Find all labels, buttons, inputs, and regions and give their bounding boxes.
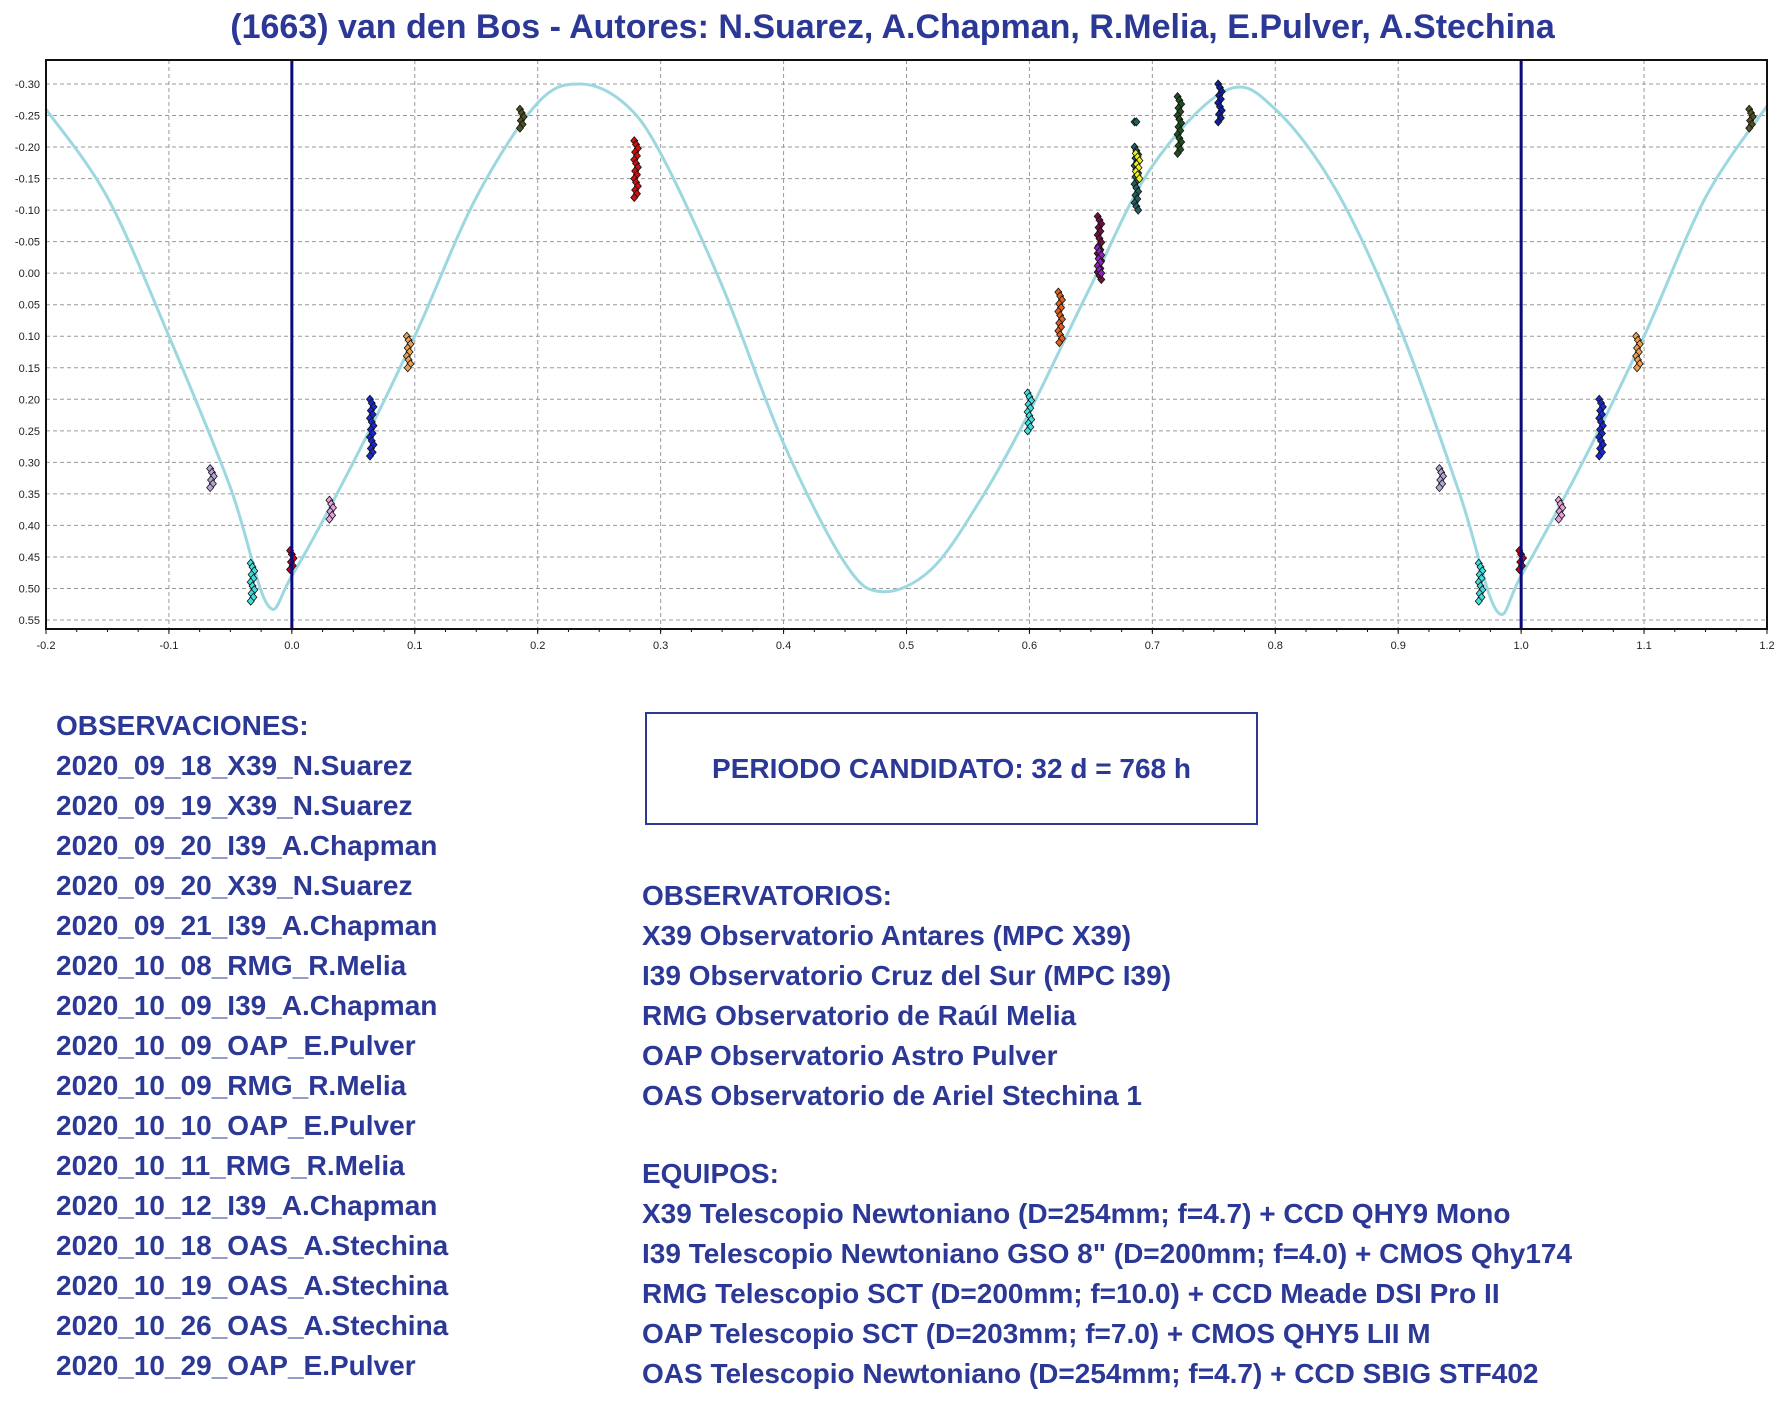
- observacion-item: 2020_10_09_I39_A.Chapman: [56, 990, 438, 1021]
- x-tick-label: 0.0: [284, 640, 299, 652]
- x-tick-label: 0.5: [899, 640, 914, 652]
- observaciones-list: OBSERVACIONES: 2020_09_18_X39_N.Suarez 20…: [56, 706, 448, 1386]
- x-tick-label: 0.7: [1145, 640, 1160, 652]
- data-point: [1135, 173, 1144, 184]
- y-tick-label: 0.35: [19, 489, 40, 501]
- periodo-box: PERIODO CANDIDATO: 32 d = 768 h: [645, 712, 1258, 825]
- x-tick-label: 1.2: [1759, 640, 1774, 652]
- equipo-item: I39 Telescopio Newtoniano GSO 8" (D=200m…: [642, 1238, 1573, 1269]
- phase-lines: [290, 60, 1523, 629]
- data-points: [206, 79, 1757, 606]
- data-point: [1097, 268, 1106, 278]
- observacion-item: 2020_10_12_I39_A.Chapman: [56, 1190, 438, 1221]
- grid: [46, 60, 1767, 629]
- x-tick-label: 0.9: [1391, 640, 1406, 652]
- observacion-item: 2020_09_21_I39_A.Chapman: [56, 910, 438, 941]
- observatorio-item: X39 Observatorio Antares (MPC X39): [642, 920, 1132, 951]
- y-tick-label: -0.30: [15, 79, 40, 91]
- data-point: [246, 596, 255, 606]
- data-point: [365, 451, 374, 461]
- fit-curve-layer: [44, 82, 1769, 617]
- data-point: [1745, 123, 1754, 133]
- observatorio-item: I39 Observatorio Cruz del Sur (MPC I39): [642, 960, 1172, 991]
- x-tick-label: 1.1: [1636, 640, 1651, 652]
- y-tick-label: 0.25: [19, 426, 40, 438]
- y-tick-label: 0.55: [19, 615, 40, 627]
- y-tick-label: -0.05: [15, 237, 40, 249]
- observacion-item: 2020_10_29_OAP_E.Pulver: [56, 1350, 416, 1381]
- equipo-item: RMG Telescopio SCT (D=200mm; f=10.0) + C…: [642, 1278, 1500, 1309]
- observacion-item: 2020_10_26_OAS_A.Stechina: [56, 1310, 449, 1341]
- x-tick-label: 0.3: [653, 640, 668, 652]
- x-tick-label: 0.2: [530, 640, 545, 652]
- x-tick-label: -0.2: [37, 640, 56, 652]
- observacion-item: 2020_10_19_OAS_A.Stechina: [56, 1270, 449, 1301]
- data-point: [1055, 337, 1064, 348]
- data-point: [1132, 117, 1141, 127]
- data-point: [403, 363, 412, 373]
- data-point: [1214, 117, 1223, 127]
- equipo-item: OAP Telescopio SCT (D=203mm; f=7.0) + CM…: [642, 1318, 1431, 1349]
- observacion-item: 2020_09_20_X39_N.Suarez: [56, 870, 413, 901]
- data-point: [206, 482, 215, 493]
- data-point: [1435, 482, 1444, 493]
- y-tick-label: 0.10: [19, 331, 40, 343]
- x-tick-label: 0.8: [1268, 640, 1283, 652]
- y-tick-label: 0.15: [19, 363, 40, 375]
- observacion-item: 2020_10_18_OAS_A.Stechina: [56, 1230, 449, 1261]
- observatorio-item: OAP Observatorio Astro Pulver: [642, 1040, 1058, 1071]
- observatorio-item: RMG Observatorio de Raúl Melia: [642, 1000, 1077, 1031]
- chart-title: (1663) van den Bos - Autores: N.Suarez, …: [230, 8, 1555, 46]
- observatorio-item: OAS Observatorio de Ariel Stechina 1: [642, 1080, 1143, 1111]
- x-tick-label: 1.0: [1513, 640, 1528, 652]
- data-point: [325, 514, 334, 524]
- data-point: [630, 192, 639, 203]
- data-point: [1023, 426, 1032, 436]
- y-tick-label: 0.50: [19, 583, 40, 595]
- observacion-item: 2020_10_10_OAP_E.Pulver: [56, 1110, 416, 1141]
- equipos-heading: EQUIPOS:: [642, 1158, 779, 1189]
- observatorios-heading: OBSERVATORIOS:: [642, 880, 892, 911]
- x-tick-label: 0.6: [1022, 640, 1037, 652]
- data-point: [1134, 205, 1143, 215]
- periodo-text: PERIODO CANDIDATO: 32 d = 768 h: [712, 752, 1191, 784]
- y-tick-label: 0.30: [19, 457, 40, 469]
- data-point: [1632, 363, 1642, 373]
- observacion-item: 2020_10_11_RMG_R.Melia: [56, 1150, 405, 1181]
- equipos-list: EQUIPOS: X39 Telescopio Newtoniano (D=25…: [642, 1154, 1572, 1394]
- data-point: [1595, 451, 1604, 461]
- observaciones-heading: OBSERVACIONES:: [56, 710, 309, 741]
- y-tick-label: -0.10: [15, 205, 40, 217]
- data-point: [1097, 274, 1106, 285]
- y-tick-label: -0.20: [15, 142, 40, 154]
- y-tick-label: -0.15: [15, 174, 40, 186]
- y-tick-label: 0.20: [19, 394, 40, 406]
- observacion-item: 2020_09_20_I39_A.Chapman: [56, 830, 438, 861]
- data-point: [1554, 514, 1563, 524]
- data-point: [1474, 596, 1483, 606]
- x-tick-label: 0.4: [776, 640, 791, 652]
- observacion-item: 2020_10_09_OAP_E.Pulver: [56, 1030, 416, 1061]
- y-tick-label: 0.05: [19, 300, 40, 312]
- observacion-item: 2020_09_18_X39_N.Suarez: [56, 750, 413, 781]
- data-point: [515, 123, 524, 133]
- y-tick-label: 0.00: [19, 268, 40, 280]
- y-tick-label: -0.25: [15, 111, 40, 123]
- observacion-item: 2020_09_19_X39_N.Suarez: [56, 790, 413, 821]
- y-tick-label: 0.40: [19, 520, 40, 532]
- x-tick-label: -0.1: [159, 640, 178, 652]
- y-tick-label: 0.45: [19, 552, 40, 564]
- observacion-item: 2020_10_08_RMG_R.Melia: [56, 950, 407, 981]
- data-point: [1173, 148, 1182, 158]
- axis-ticks: -0.2 -0.1 0.0 0.1 0.2 0.3 0.4 0.5 0.6 0.7 0.8 0.9 1.…: [15, 79, 1775, 652]
- observatorios-list: OBSERVATORIOS: X39 Observatorio Antares …: [642, 876, 1171, 1116]
- lightcurve-chart: -0.2 -0.1 0.0 0.1 0.2 0.3 0.4 0.5 0.6 0.7 0.8 0.9 1.…: [15, 59, 1775, 652]
- observacion-item: 2020_10_09_RMG_R.Melia: [56, 1070, 407, 1101]
- equipo-item: X39 Telescopio Newtoniano (D=254mm; f=4.…: [642, 1198, 1511, 1229]
- x-tick-label: 0.1: [407, 640, 422, 652]
- fit-curve: [44, 82, 1769, 617]
- equipo-item: OAS Telescopio Newtoniano (D=254mm; f=4.…: [642, 1358, 1539, 1389]
